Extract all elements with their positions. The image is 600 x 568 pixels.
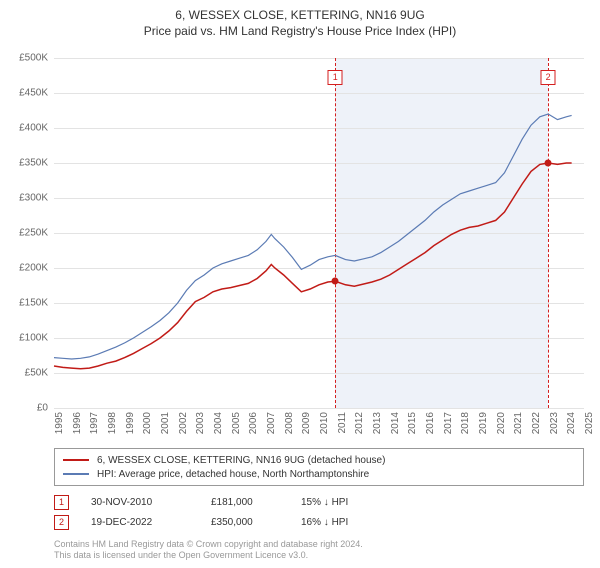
- plot-background: 12: [54, 58, 584, 408]
- legend-area: 6, WESSEX CLOSE, KETTERING, NN16 9UG (de…: [54, 448, 584, 532]
- marker-price: £350,000: [211, 517, 301, 528]
- x-tick-label: 2001: [160, 412, 171, 434]
- x-tick-label: 2017: [443, 412, 454, 434]
- x-tick-label: 2020: [496, 412, 507, 434]
- y-tick-label: £0: [37, 403, 48, 414]
- series-hpi: [54, 114, 572, 359]
- y-tick-label: £400K: [19, 123, 48, 134]
- y-tick-label: £100K: [19, 333, 48, 344]
- marker-pct: 15% ↓ HPI: [301, 497, 381, 508]
- y-tick-label: £500K: [19, 53, 48, 64]
- x-tick-label: 2012: [354, 412, 365, 434]
- x-tick-label: 2011: [337, 412, 348, 434]
- page-title: 6, WESSEX CLOSE, KETTERING, NN16 9UG: [0, 8, 600, 22]
- x-tick-label: 2002: [178, 412, 189, 434]
- x-tick-label: 2022: [531, 412, 542, 434]
- x-tick-label: 2007: [266, 412, 277, 434]
- x-tick-label: 1998: [107, 412, 118, 434]
- y-tick-label: £300K: [19, 193, 48, 204]
- y-tick-label: £250K: [19, 228, 48, 239]
- legend-item: 6, WESSEX CLOSE, KETTERING, NN16 9UG (de…: [63, 453, 575, 467]
- y-tick-label: £350K: [19, 158, 48, 169]
- x-tick-label: 2021: [513, 412, 524, 434]
- legend-box: 6, WESSEX CLOSE, KETTERING, NN16 9UG (de…: [54, 448, 584, 486]
- x-tick-label: 2019: [478, 412, 489, 434]
- x-tick-label: 2003: [195, 412, 206, 434]
- price-marker: [545, 160, 552, 167]
- legend-swatch: [63, 473, 89, 475]
- x-tick-label: 1995: [54, 412, 65, 434]
- x-tick-label: 2024: [566, 412, 577, 434]
- x-tick-label: 2016: [425, 412, 436, 434]
- gridline: [54, 408, 584, 409]
- x-tick-label: 2009: [301, 412, 312, 434]
- x-tick-label: 2025: [584, 412, 595, 434]
- x-tick-label: 2005: [231, 412, 242, 434]
- x-tick-label: 1999: [125, 412, 136, 434]
- x-tick-label: 1996: [72, 412, 83, 434]
- chart-container: 6, WESSEX CLOSE, KETTERING, NN16 9UG Pri…: [0, 8, 600, 568]
- x-tick-label: 1997: [89, 412, 100, 434]
- footer-line: This data is licensed under the Open Gov…: [54, 550, 363, 562]
- y-tick-label: £50K: [25, 368, 48, 379]
- footer: Contains HM Land Registry data © Crown c…: [54, 539, 363, 562]
- x-tick-label: 2014: [390, 412, 401, 434]
- x-tick-label: 2000: [142, 412, 153, 434]
- x-tick-label: 2013: [372, 412, 383, 434]
- series-svg: [54, 58, 584, 408]
- marker-table: 1 30-NOV-2010£181,00015% ↓ HPI 2 19-DEC-202…: [54, 492, 584, 532]
- marker-number-box: 2: [54, 515, 69, 530]
- legend-item: HPI: Average price, detached house, Nort…: [63, 467, 575, 481]
- legend-swatch: [63, 459, 89, 461]
- chart-area: 12 £0£50K£100K£150K£200K£250K£300K£350K£…: [54, 58, 584, 408]
- x-tick-label: 2008: [284, 412, 295, 434]
- legend-label: 6, WESSEX CLOSE, KETTERING, NN16 9UG (de…: [97, 455, 385, 466]
- x-tick-label: 2023: [549, 412, 560, 434]
- marker-row: 2 19-DEC-2022£350,00016% ↓ HPI: [54, 512, 584, 532]
- marker-date: 19-DEC-2022: [91, 517, 211, 528]
- legend-label: HPI: Average price, detached house, Nort…: [97, 469, 369, 480]
- marker-row: 1 30-NOV-2010£181,00015% ↓ HPI: [54, 492, 584, 512]
- page-subtitle: Price paid vs. HM Land Registry's House …: [0, 24, 600, 38]
- x-tick-label: 2004: [213, 412, 224, 434]
- footer-line: Contains HM Land Registry data © Crown c…: [54, 539, 363, 551]
- price-marker: [332, 278, 339, 285]
- marker-price: £181,000: [211, 497, 301, 508]
- series-property: [54, 163, 572, 369]
- x-tick-label: 2015: [407, 412, 418, 434]
- marker-pct: 16% ↓ HPI: [301, 517, 381, 528]
- y-tick-label: £200K: [19, 263, 48, 274]
- y-tick-label: £450K: [19, 88, 48, 99]
- y-tick-label: £150K: [19, 298, 48, 309]
- x-tick-label: 2010: [319, 412, 330, 434]
- marker-date: 30-NOV-2010: [91, 497, 211, 508]
- x-tick-label: 2006: [248, 412, 259, 434]
- x-tick-label: 2018: [460, 412, 471, 434]
- marker-number-box: 1: [54, 495, 69, 510]
